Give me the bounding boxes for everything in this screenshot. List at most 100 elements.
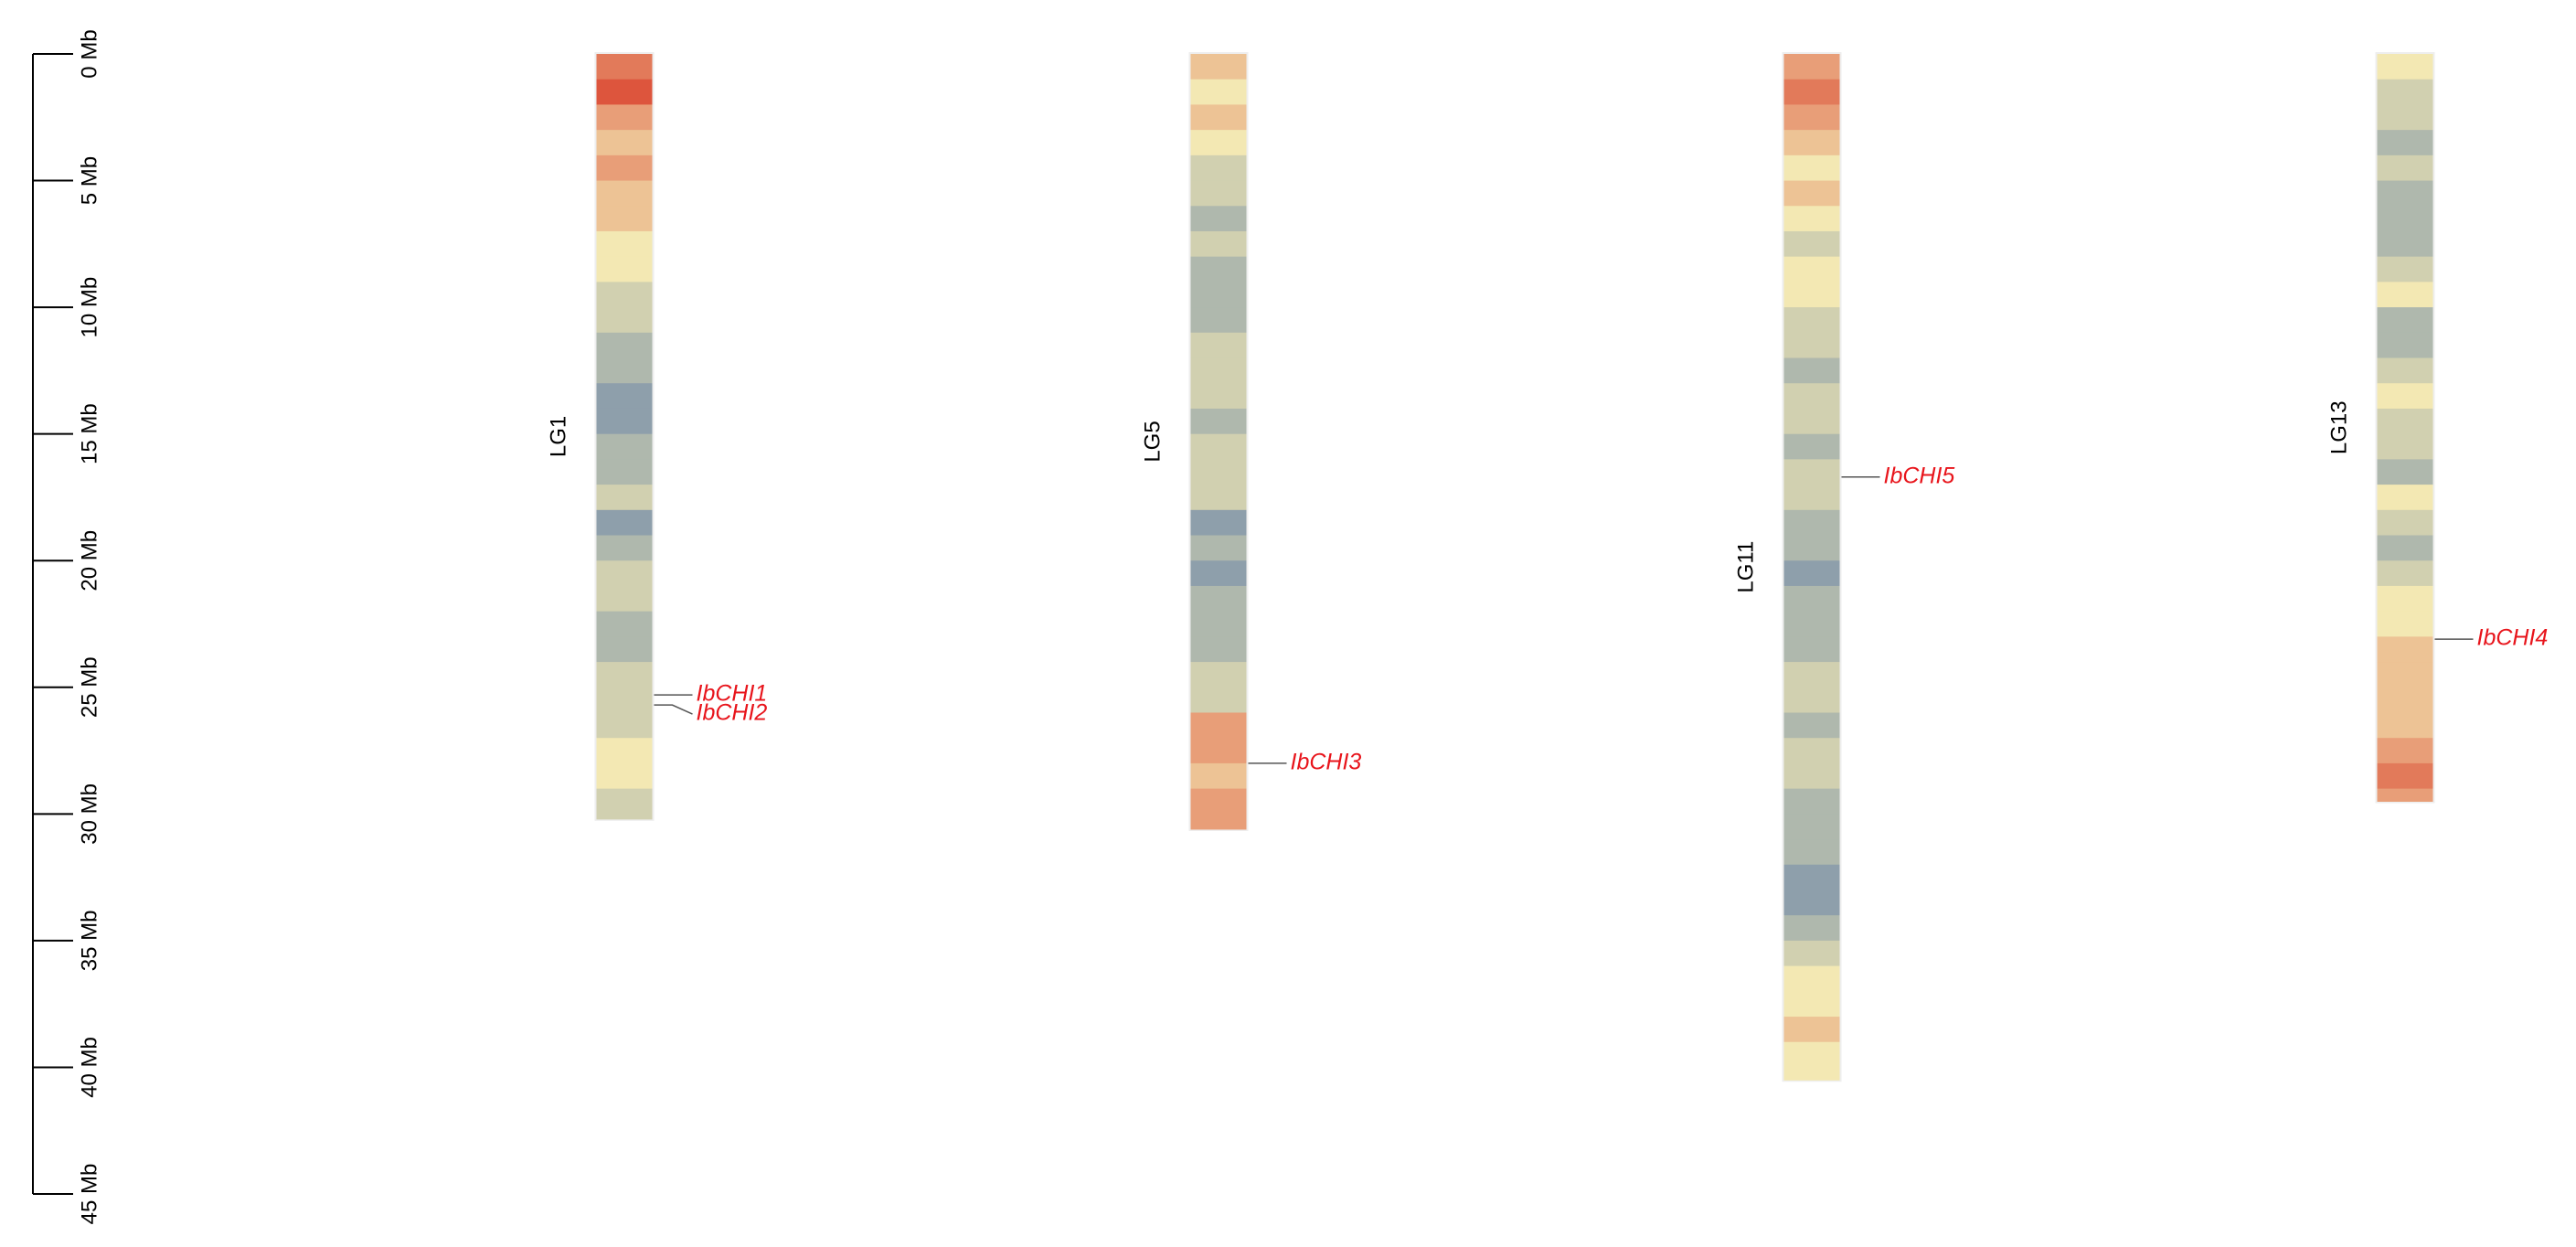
density-bin	[2377, 485, 2433, 511]
density-bin	[596, 662, 653, 688]
density-bin	[2377, 54, 2433, 80]
density-bin	[1783, 54, 1840, 80]
density-bin	[1783, 662, 1840, 688]
density-bin	[596, 585, 653, 613]
density-bin	[2377, 636, 2433, 663]
density-bin	[1190, 662, 1247, 688]
gene-label: IbCHI2	[697, 700, 768, 726]
density-bin	[2377, 180, 2433, 207]
y-tick-label: 0 Mb	[77, 29, 101, 78]
density-bin	[1190, 155, 1247, 182]
density-bin	[1190, 104, 1247, 131]
density-bin	[2377, 585, 2433, 613]
density-bin	[1190, 509, 1247, 537]
density-bin	[1190, 307, 1247, 334]
density-bin	[1190, 459, 1247, 485]
density-bin	[1190, 585, 1247, 613]
density-bin	[1783, 1017, 1840, 1043]
density-bin	[1190, 433, 1247, 460]
density-bin	[596, 535, 653, 561]
density-bin	[1783, 509, 1840, 537]
density-bin	[1783, 991, 1840, 1018]
density-bin	[1783, 130, 1840, 156]
density-bin	[1190, 357, 1247, 384]
density-bin	[1783, 155, 1840, 182]
density-bin	[1783, 940, 1840, 967]
y-tick-label: 15 Mb	[77, 403, 101, 464]
y-tick-label: 10 Mb	[77, 277, 101, 338]
density-bin	[1783, 1041, 1840, 1068]
density-bin	[596, 282, 653, 308]
density-bin	[1783, 611, 1840, 637]
density-bin	[596, 332, 653, 359]
density-bin	[596, 788, 653, 815]
y-tick-label: 30 Mb	[77, 783, 101, 845]
density-bin	[2377, 307, 2433, 334]
density-bin	[1190, 180, 1247, 207]
density-bin	[1783, 762, 1840, 790]
density-bin	[596, 509, 653, 537]
density-bin	[1783, 282, 1840, 308]
density-bin	[2377, 459, 2433, 485]
density-bin	[1190, 712, 1247, 739]
density-bin	[596, 180, 653, 207]
y-tick-label: 35 Mb	[77, 911, 101, 972]
y-tick-label: 25 Mb	[77, 656, 101, 718]
density-bin	[1783, 636, 1840, 663]
density-bin	[1190, 535, 1247, 561]
density-bin	[596, 383, 653, 410]
density-bin	[1783, 864, 1840, 890]
density-bin	[596, 357, 653, 384]
density-bin	[1190, 762, 1247, 790]
density-bin	[1190, 282, 1247, 308]
density-bin	[1783, 485, 1840, 511]
density-bin	[596, 459, 653, 485]
density-bin	[1783, 230, 1840, 258]
density-bin	[2377, 788, 2433, 802]
density-bin	[1190, 485, 1247, 511]
density-bin	[1190, 130, 1247, 156]
density-bin	[2377, 104, 2433, 131]
y-tick-label: 5 Mb	[77, 156, 101, 205]
density-bin	[1783, 332, 1840, 359]
y-tick-label: 20 Mb	[77, 530, 101, 592]
density-bin	[1190, 332, 1247, 359]
density-bin	[1783, 180, 1840, 207]
density-bin	[1783, 357, 1840, 384]
density-bin	[1783, 965, 1840, 992]
density-bin	[1783, 915, 1840, 942]
density-bin	[596, 712, 653, 739]
density-bin	[1190, 54, 1247, 80]
density-bin	[2377, 762, 2433, 790]
density-bin	[2377, 332, 2433, 359]
gene-label: IbCHI3	[1291, 750, 1362, 775]
density-bin	[1190, 256, 1247, 282]
density-bin	[1783, 687, 1840, 713]
density-bin	[1783, 712, 1840, 739]
density-bin	[2377, 130, 2433, 156]
density-bin	[596, 560, 653, 587]
density-bin	[596, 814, 653, 820]
gene-label: IbCHI4	[2477, 625, 2549, 651]
density-bin	[1783, 307, 1840, 334]
density-bin	[2377, 560, 2433, 587]
y-tick-label: 40 Mb	[77, 1037, 101, 1098]
density-bin	[596, 206, 653, 232]
gene-label: IbCHI5	[1884, 463, 1955, 488]
density-bin	[1190, 687, 1247, 713]
density-bin	[1190, 79, 1247, 105]
density-bin	[2377, 206, 2433, 232]
density-bin	[1190, 383, 1247, 410]
density-bin	[1783, 383, 1840, 410]
density-bin	[1783, 459, 1840, 485]
density-bin	[2377, 256, 2433, 282]
density-bin	[1783, 433, 1840, 460]
density-bin	[1783, 839, 1840, 866]
density-bin	[596, 79, 653, 105]
gene-marker	[654, 704, 693, 715]
density-bin	[1783, 560, 1840, 587]
density-bin	[596, 611, 653, 637]
density-bin	[596, 687, 653, 713]
density-bin	[1190, 206, 1247, 232]
